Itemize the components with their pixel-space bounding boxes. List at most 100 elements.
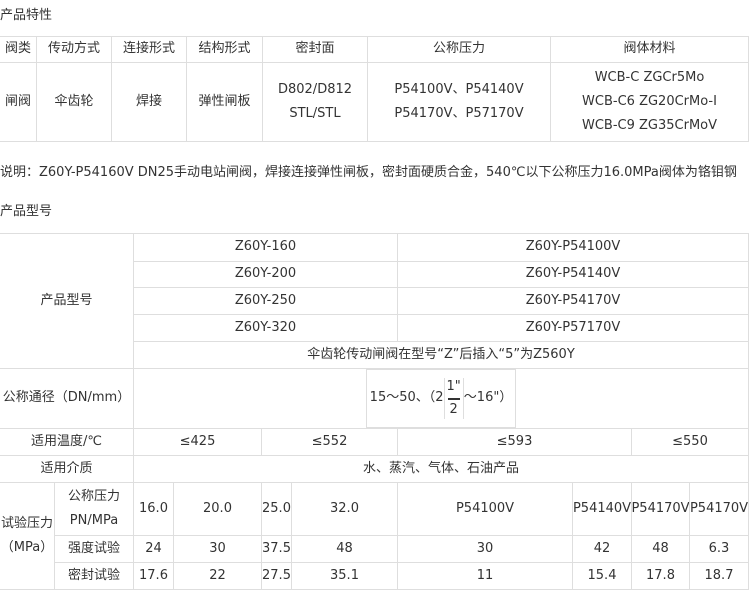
strength-value-cell: 42 — [572, 535, 632, 563]
nominal-value-cell-text: P54170V — [631, 500, 690, 516]
feature-header-cell: 阀类 — [0, 36, 37, 63]
temp-value-cell: ≤425 — [133, 428, 262, 456]
model-label-cell: 产品型号 — [0, 233, 134, 369]
nominal-label-cell: 公称压力 PN/MPa — [54, 482, 134, 536]
feature-value-cell: 闸阀 — [0, 62, 37, 142]
model-cell: Z60Y-P54100V — [397, 233, 749, 262]
feature-header-cell-text: 阀类 — [4, 41, 31, 57]
feature-header-cell-text: 传动方式 — [47, 41, 100, 57]
temp-value-cell-text: ≤550 — [672, 433, 708, 449]
seal-value-cell: 17.6 — [133, 562, 174, 590]
model-note-cell: 伞齿轮传动闸阀在型号“Z”后插入“5”为Z560Y — [133, 341, 749, 369]
dn-label-cell: 公称通径（DN/mm） — [0, 368, 134, 429]
fraction: 1" 2 — [443, 378, 464, 419]
feature-header-cell-text: 阀体材料 — [623, 41, 676, 57]
feature-header-cell-text: 密封面 — [295, 41, 335, 57]
feature-value-cell-text: 焊接 — [135, 93, 162, 109]
model-cell: Z60Y-320 — [133, 314, 398, 342]
strength-value-cell-text: 30 — [476, 540, 494, 556]
medium-label-cell-text: 适用介质 — [40, 460, 93, 476]
feature-value-cell-text: D802/D812 — [277, 81, 353, 97]
model-cell: Z60Y-P54140V — [397, 261, 749, 288]
feature-value-cell-text: 伞齿轮 — [54, 93, 94, 109]
temp-value-cell: ≤550 — [631, 428, 749, 456]
nominal-value-cell: 20.0 — [173, 482, 262, 536]
nominal-value-cell: 25.0 — [261, 482, 292, 536]
section-title-models: 产品型号 — [0, 204, 53, 219]
feature-value-cell-text: 闸阀 — [4, 93, 31, 109]
dn-pre: 15～50、（2 — [369, 390, 444, 406]
seal-value-cell: 22 — [173, 562, 262, 590]
model-cell-text: Z60Y-200 — [234, 266, 297, 282]
strength-value-cell-text: 37.5 — [262, 540, 291, 556]
temp-label-cell-text: 适用温度/℃ — [31, 433, 102, 449]
seal-value-cell: 17.8 — [631, 562, 690, 590]
strength-value-cell: 37.5 — [261, 535, 292, 563]
model-cell-text: Z60Y-160 — [234, 239, 297, 255]
dn-value-cell: 15～50、（2 1" 2 ～16"） — [133, 368, 749, 429]
strength-value-cell-text: 42 — [593, 540, 611, 556]
nominal-value-cell: 16.0 — [133, 482, 174, 536]
strength-value-cell-text: 48 — [652, 540, 669, 556]
nominal-value-cell-text: P54100V — [455, 500, 515, 516]
strength-value-cell: 48 — [631, 535, 690, 563]
temp-value-cell-text: ≤425 — [179, 433, 216, 449]
feature-value-cell: 焊接 — [111, 62, 187, 142]
note-text: 说明：Z60Y-P54160V DN25手动电站闸阀，焊接连接弹性闸板，密封面硬… — [0, 165, 737, 180]
feature-value-cell-text: WCB-C6 ZG20CrMo-I — [582, 93, 717, 109]
nominal-value-cell-text: 25.0 — [262, 500, 291, 516]
feature-value-cell-text: 弹性闸板 — [198, 93, 251, 109]
seal-label-cell-text: 密封试验 — [67, 567, 120, 583]
nominal-value-cell-text: 16.0 — [139, 500, 168, 516]
strength-value-cell: 30 — [397, 535, 573, 563]
temp-value-cell: ≤593 — [397, 428, 632, 456]
strength-value-cell: 48 — [291, 535, 398, 563]
strength-value-cell: 30 — [173, 535, 262, 563]
model-cell: Z60Y-P57170V — [397, 314, 749, 342]
nominal-value-cell: P54100V — [397, 482, 573, 536]
strength-label-cell: 强度试验 — [54, 535, 134, 563]
test-label-cell-text: （MPa） — [0, 540, 54, 555]
strength-label-cell-text: 强度试验 — [67, 540, 120, 556]
dn-value: 15～50、（2 1" 2 ～16"） — [365, 369, 517, 428]
fraction-denominator: 2 — [449, 401, 458, 417]
feature-value-cell-text: P54100V、P54140V — [394, 81, 524, 97]
test-label-cell: 试验压力 （MPa） — [0, 482, 55, 590]
feature-value-cell-text: WCB-C ZGCr5Mo — [594, 69, 705, 85]
strength-value-cell-text: 24 — [145, 540, 162, 556]
strength-value-cell: 6.3 — [689, 535, 749, 563]
model-cell-text: Z60Y-P57170V — [525, 319, 621, 335]
medium-value-cell: 水、蒸汽、气体、石油产品 — [133, 455, 749, 483]
feature-value-cell: P54100V、P54140V P54170V、P57170V — [367, 62, 551, 142]
model-cell-text: Z60Y-320 — [234, 319, 297, 335]
dn-post: ～16"） — [463, 390, 513, 406]
temp-value-cell-text: ≤593 — [496, 433, 533, 449]
model-cell: Z60Y-250 — [133, 287, 398, 315]
seal-value-cell: 27.5 — [261, 562, 292, 590]
nominal-label-cell-text: PN/MPa — [69, 513, 119, 528]
strength-value-cell: 24 — [133, 535, 174, 563]
temp-value-cell-text: ≤552 — [311, 433, 348, 449]
medium-label-cell: 适用介质 — [0, 455, 134, 483]
nominal-label-cell-text: 公称压力 — [67, 488, 120, 504]
strength-value-cell-text: 48 — [336, 540, 353, 556]
model-cell: Z60Y-200 — [133, 261, 398, 288]
temp-label-cell: 适用温度/℃ — [0, 428, 134, 456]
model-cell: Z60Y-P54170V — [397, 287, 749, 315]
seal-value-cell-text: 11 — [476, 567, 494, 583]
model-cell: Z60Y-160 — [133, 233, 398, 262]
seal-value-cell: 11 — [397, 562, 573, 590]
feature-header-cell: 连接形式 — [111, 36, 187, 63]
feature-value-cell: D802/D812 STL/STL — [262, 62, 368, 142]
test-label-cell-text: 试验压力 — [0, 515, 53, 531]
seal-value-cell-text: 17.6 — [139, 567, 168, 583]
nominal-value-cell-text: P54140V — [572, 500, 632, 516]
dn-label-cell-text: 公称通径（DN/mm） — [2, 390, 131, 406]
feature-header-cell: 阀体材料 — [550, 36, 749, 63]
nominal-value-cell-text: P54170V — [689, 500, 749, 516]
model-cell-text: Z60Y-250 — [234, 292, 297, 308]
fraction-bar — [447, 397, 460, 400]
seal-value-cell-text: 17.8 — [646, 567, 675, 583]
temp-value-cell: ≤552 — [261, 428, 398, 456]
feature-value-cell-text: WCB-C9 ZG35CrMoV — [581, 118, 718, 134]
